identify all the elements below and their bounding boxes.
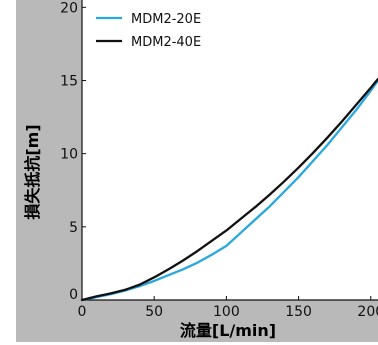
ticks-layer: 0 50 100 150 200 0 5 10 15 20	[60, 0, 378, 320]
x-tick-label: 50	[145, 304, 163, 320]
legend-label-0: MDM2-20E	[131, 12, 201, 27]
x-tick-label: 200	[357, 304, 378, 320]
x-axis-title: 流量[L/min]	[180, 321, 276, 340]
plot-area	[82, 0, 378, 300]
x-tick-label: 0	[78, 304, 87, 320]
y-axis-title: 損失抵抗[m]	[23, 124, 42, 219]
x-tick-label: 100	[213, 304, 240, 320]
y-tick-label: 0	[69, 287, 78, 303]
legend-label-1: MDM2-40E	[131, 35, 201, 50]
series-layer	[80, 77, 378, 302]
y-tick-label: 15	[60, 73, 78, 89]
x-tick-label: 150	[285, 304, 312, 320]
y-tick-label: 20	[60, 0, 78, 16]
y-tick-label: 10	[60, 147, 78, 163]
axes-layer	[81, 0, 378, 301]
series-line-1	[80, 77, 378, 302]
axis-shadow-band	[16, 0, 378, 342]
legend-layer: MDM2-20E MDM2-40E	[96, 12, 201, 50]
y-tick-label: 5	[69, 220, 78, 236]
